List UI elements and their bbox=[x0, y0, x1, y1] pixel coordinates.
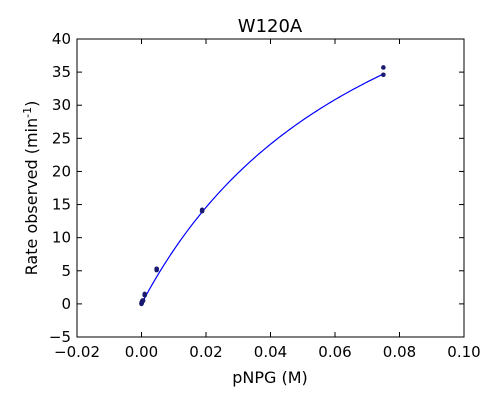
y-tick-label: 5 bbox=[61, 262, 71, 280]
y-axis-label: Rate observed (min-1) bbox=[21, 101, 41, 276]
x-axis: −0.02 0.00 0.02 0.04 0.06 0.08 0.10 bbox=[54, 39, 481, 361]
y-tick-label: −5 bbox=[49, 328, 71, 346]
data-point bbox=[381, 72, 386, 78]
x-tick-label: 0.10 bbox=[447, 343, 480, 361]
data-point bbox=[140, 298, 146, 303]
y-axis-label-end: ) bbox=[22, 101, 41, 107]
x-tick-label: 0.00 bbox=[125, 343, 158, 361]
data-point bbox=[154, 266, 159, 272]
data-point bbox=[381, 65, 386, 70]
x-tick-label: 0.02 bbox=[189, 343, 222, 361]
data-point bbox=[199, 207, 205, 213]
axes-frame bbox=[76, 38, 465, 338]
y-tick-label: 10 bbox=[52, 229, 71, 247]
x-tick-label: −0.02 bbox=[54, 343, 100, 361]
y-axis: −5 0 5 10 15 20 25 30 35 40 bbox=[49, 30, 464, 346]
x-tick-label: 0.04 bbox=[254, 343, 287, 361]
y-axis-label-main: Rate observed (min bbox=[22, 118, 41, 275]
y-tick-label: 0 bbox=[61, 295, 71, 313]
x-tick-label: 0.08 bbox=[383, 343, 416, 361]
chart-title: W120A bbox=[238, 16, 303, 37]
y-tick-label: 20 bbox=[52, 162, 71, 180]
plot-area bbox=[139, 65, 386, 307]
fit-curve bbox=[140, 73, 384, 305]
data-point bbox=[142, 291, 148, 297]
y-axis-label-superscript: -1 bbox=[21, 107, 34, 118]
y-tick-label: 15 bbox=[52, 196, 71, 214]
y-tick-label: 25 bbox=[52, 129, 71, 147]
y-tick-label: 30 bbox=[52, 96, 71, 114]
y-tick-label: 40 bbox=[52, 30, 71, 48]
x-axis-label: pNPG (M) bbox=[232, 368, 308, 387]
x-tick-label: 0.06 bbox=[318, 343, 351, 361]
y-tick-label: 35 bbox=[52, 63, 71, 81]
